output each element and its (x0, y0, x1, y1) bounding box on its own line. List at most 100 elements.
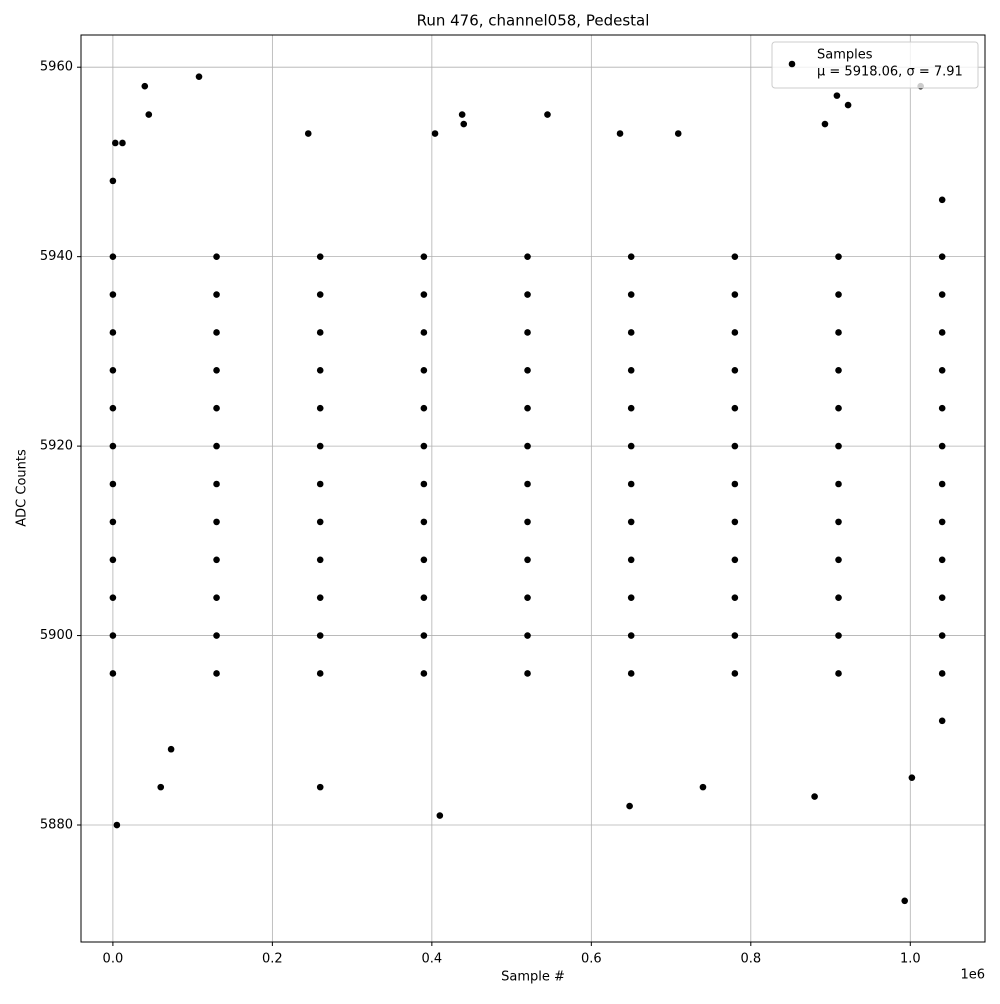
point (835, 670, 842, 677)
point (213, 329, 220, 336)
point (524, 594, 531, 601)
point (731, 556, 739, 564)
point (316, 367, 324, 374)
point (109, 291, 117, 298)
point (213, 291, 220, 298)
point (731, 291, 739, 298)
point (835, 253, 842, 260)
point (109, 594, 117, 601)
point (835, 291, 842, 298)
y-axis-label: ADC Counts (15, 449, 30, 527)
point (616, 130, 624, 137)
x-tick-label: 0.4 (422, 952, 443, 967)
point (627, 556, 635, 564)
point (835, 367, 842, 374)
point (731, 480, 739, 488)
point (524, 518, 531, 526)
point (420, 518, 428, 526)
point (844, 101, 852, 109)
point (731, 670, 739, 677)
x-tick-label: 1.0 (900, 952, 921, 967)
point (109, 329, 117, 336)
point (420, 367, 428, 374)
point (420, 404, 428, 412)
x-tick-label: 0.0 (103, 952, 124, 967)
point (524, 442, 531, 450)
point (316, 632, 324, 639)
point (524, 480, 531, 488)
legend-label: Samples (817, 48, 873, 63)
point (938, 518, 946, 526)
point (674, 130, 682, 137)
point (731, 404, 739, 412)
point (627, 329, 635, 336)
point (524, 404, 531, 412)
point (835, 404, 842, 412)
y-tick-label: 5880 (40, 818, 73, 833)
point (304, 130, 312, 137)
legend-marker (788, 60, 796, 68)
point (420, 480, 428, 488)
point (213, 556, 220, 564)
point (901, 897, 909, 905)
point (627, 518, 635, 526)
point (938, 253, 946, 260)
x-axis-label: Sample # (501, 970, 565, 985)
point (835, 632, 842, 639)
point (213, 253, 220, 260)
chart-title: Run 476, channel058, Pedestal (417, 12, 650, 30)
point (626, 802, 633, 810)
point (938, 717, 946, 725)
point (111, 139, 119, 147)
point (821, 120, 829, 128)
point (420, 253, 428, 260)
point (524, 670, 531, 677)
point (938, 291, 946, 298)
y-tick-label: 5900 (40, 628, 73, 643)
point (145, 111, 153, 118)
point (627, 632, 635, 639)
point (167, 745, 175, 753)
point (316, 253, 324, 260)
point (420, 329, 428, 336)
point (524, 253, 531, 260)
point (316, 404, 324, 412)
point (316, 783, 324, 791)
point (213, 480, 220, 488)
point (113, 821, 121, 829)
legend-box (771, 41, 979, 89)
point (938, 632, 946, 639)
point (213, 594, 220, 601)
point (938, 442, 946, 450)
point (833, 92, 841, 99)
point (420, 632, 428, 639)
point (109, 556, 117, 564)
point (109, 632, 117, 639)
point (731, 632, 739, 639)
point (420, 442, 428, 450)
point (938, 556, 946, 564)
point (627, 442, 635, 450)
point (109, 480, 117, 488)
point (938, 404, 946, 412)
legend-stats: μ = 5918.06, σ = 7.91 (817, 65, 963, 80)
point (420, 594, 428, 601)
point (627, 594, 635, 601)
point (109, 404, 117, 412)
point (109, 253, 117, 260)
point (627, 670, 635, 677)
point (213, 670, 220, 677)
point (835, 594, 842, 601)
point (938, 594, 946, 601)
point (157, 783, 165, 791)
point (316, 329, 324, 336)
point (731, 594, 739, 601)
point (835, 329, 842, 336)
point (524, 632, 531, 639)
point (731, 442, 739, 450)
point (627, 253, 635, 260)
x-offset-label: 1e6 (960, 968, 985, 983)
point (213, 404, 220, 412)
point (141, 82, 149, 90)
point (316, 594, 324, 601)
